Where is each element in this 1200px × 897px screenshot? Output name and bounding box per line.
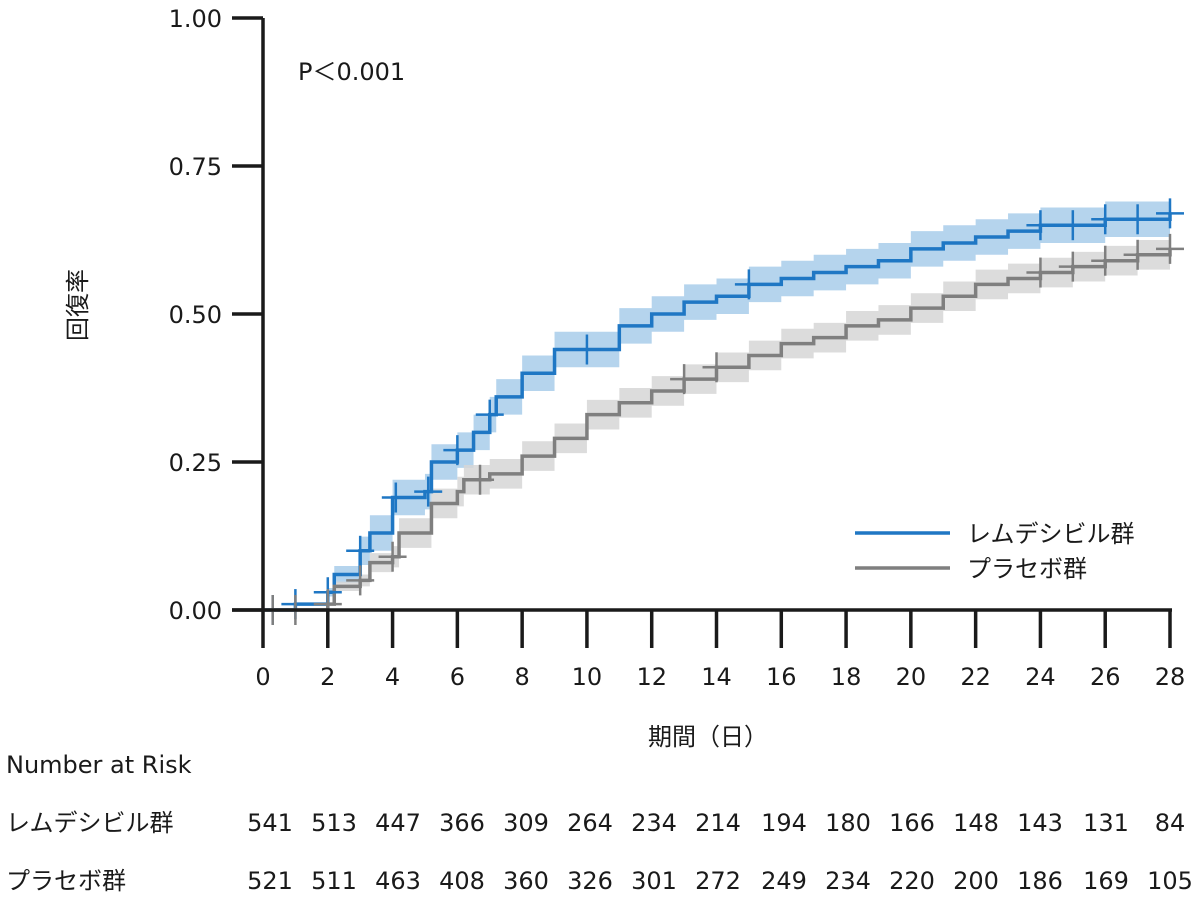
risk-row-label: レムデシビル群 [6,809,174,837]
x-tick-label: 22 [960,663,991,691]
legend-label: レムデシビル群 [967,520,1135,548]
risk-value: 194 [761,809,807,837]
risk-value: 541 [247,809,293,837]
y-tick-label: 0.25 [169,449,222,477]
y-axis-title: 回復率 [64,269,92,341]
risk-value: 366 [439,809,485,837]
risk-value: 264 [567,809,613,837]
risk-value: 169 [1083,867,1129,895]
number-at-risk-title: Number at Risk [6,751,192,779]
x-tick-label: 18 [831,663,862,691]
risk-value: 234 [825,867,871,895]
risk-value: 463 [375,867,421,895]
risk-value: 249 [761,867,807,895]
risk-value: 408 [439,867,485,895]
risk-value: 309 [503,809,549,837]
risk-value: 521 [247,867,293,895]
x-tick-label: 4 [385,663,400,691]
x-tick-label: 24 [1025,663,1056,691]
risk-value: 360 [503,867,549,895]
y-tick-label: 0.50 [169,301,222,329]
x-tick-label: 14 [701,663,732,691]
x-axis-title: 期間（日） [648,723,768,751]
risk-value: 166 [889,809,935,837]
risk-value: 272 [695,867,741,895]
risk-value: 447 [375,809,421,837]
risk-value: 105 [1147,867,1193,895]
risk-value: 186 [1017,867,1063,895]
risk-value: 84 [1155,809,1186,837]
x-tick-label: 16 [766,663,797,691]
risk-value: 143 [1017,809,1063,837]
x-tick-label: 28 [1155,663,1186,691]
risk-value: 131 [1083,809,1129,837]
x-tick-label: 20 [896,663,927,691]
y-tick-label: 0.75 [169,153,222,181]
x-tick-label: 26 [1090,663,1121,691]
risk-value: 220 [889,867,935,895]
x-tick-label: 10 [572,663,603,691]
axes: 0.000.250.500.751.000 2 4 6 8 10 12 14 16 18 20 22 2… [169,5,1186,691]
risk-value: 148 [953,809,999,837]
band-remdesivir [263,195,1170,610]
x-tick-label: 6 [450,663,465,691]
x-tick-label: 0 [255,663,270,691]
risk-value: 511 [311,867,357,895]
x-tick-label: 12 [636,663,667,691]
risk-row-label: プラセボ群 [6,867,126,895]
risk-value: 326 [567,867,613,895]
number-at-risk-table: Number at Risk レムデシビル群 541 513 447 366 309 264 2… [6,751,1193,895]
series-line-remdesivir [263,213,1172,612]
confidence-bands [263,195,1170,610]
x-tick-label: 8 [515,663,530,691]
x-tick-label: 2 [320,663,335,691]
risk-value: 200 [953,867,999,895]
p-value-annotation: P＜0.001 [298,58,405,86]
y-tick-label: 1.00 [169,5,222,33]
risk-value: 234 [631,809,677,837]
risk-value: 214 [695,809,741,837]
risk-value: 301 [631,867,677,895]
risk-value: 513 [311,809,357,837]
legend-label: プラセボ群 [967,555,1087,583]
y-tick-label: 0.00 [169,597,222,625]
risk-value: 180 [825,809,871,837]
band-placebo [263,234,1170,610]
